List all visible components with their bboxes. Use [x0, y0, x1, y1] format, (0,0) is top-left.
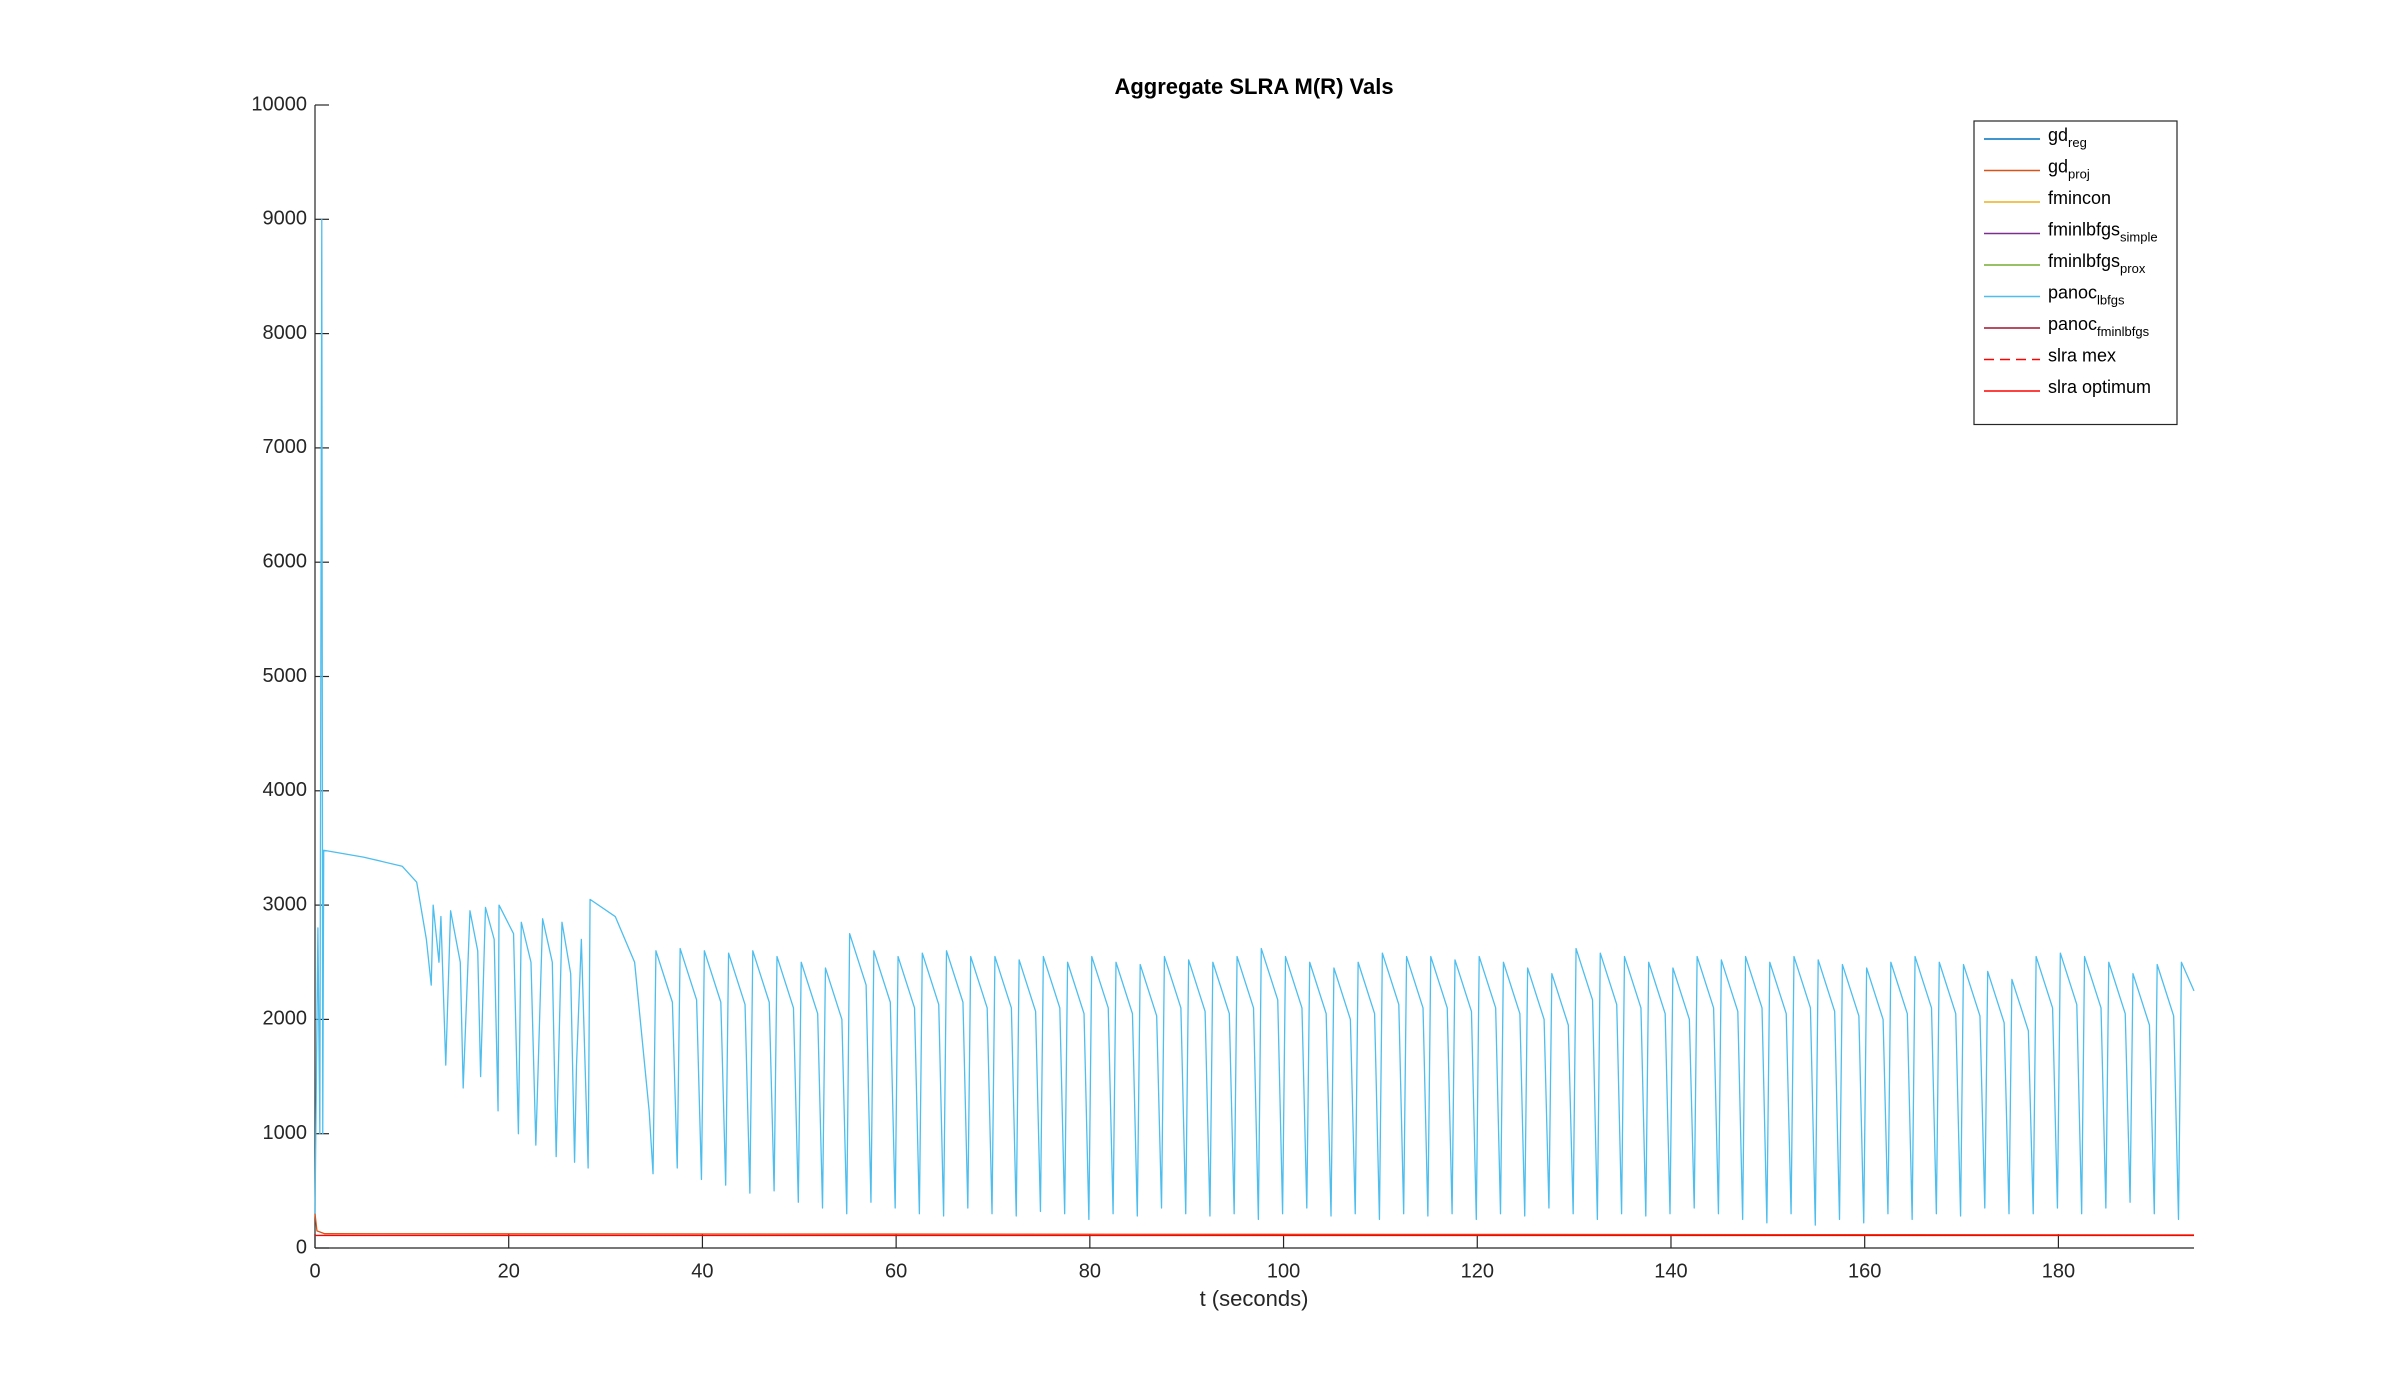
legend-box	[1973, 120, 2178, 426]
legend-label: fminlbfgssimple	[2048, 219, 2158, 245]
legend-label: panocfminlbfgs	[2048, 314, 2150, 340]
legend-label: slra mex	[2048, 345, 2116, 365]
y-tick-label: 2000	[263, 1008, 308, 1030]
chart-title: Aggregate SLRA M(R) Vals	[1114, 74, 1393, 99]
legend-subscript: proj	[2068, 167, 2090, 182]
x-tick-label: 180	[2042, 1260, 2075, 1282]
x-tick-label: 20	[498, 1260, 520, 1282]
x-tick-label: 80	[1079, 1260, 1101, 1282]
x-tick-label: 140	[1654, 1260, 1687, 1282]
legend-subscript: fminlbfgs	[2097, 324, 2150, 339]
y-tick-label: 6000	[263, 550, 308, 572]
x-tick-label: 120	[1461, 1260, 1494, 1282]
legend-subscript: prox	[2120, 261, 2146, 276]
legend-subscript: simple	[2120, 230, 2158, 245]
legend-label: fminlbfgsprox	[2048, 251, 2146, 277]
y-tick-label: 4000	[263, 779, 308, 801]
legend-subscript: lbfgs	[2097, 293, 2125, 308]
y-tick-label: 8000	[263, 322, 308, 344]
legend-name: fminlbfgs	[2048, 251, 2120, 271]
series-line	[314, 1213, 2195, 1236]
legend-subscript: reg	[2068, 135, 2087, 150]
y-tick-label: 9000	[263, 208, 308, 230]
legend-name: panoc	[2048, 314, 2097, 334]
legend: gdreggdprojfminconfminlbfgssimplefminlbf…	[1973, 120, 2178, 426]
legend-label: slra optimum	[2048, 377, 2151, 397]
legend-name: gd	[2048, 156, 2068, 176]
x-axis-label: t (seconds)	[1200, 1286, 1309, 1311]
legend-name: panoc	[2048, 282, 2097, 302]
legend-name: fminlbfgs	[2048, 219, 2120, 239]
x-tick-label: 40	[691, 1260, 713, 1282]
legend-name: fmincon	[2048, 188, 2111, 208]
y-tick-label: 0	[296, 1236, 307, 1258]
x-tick-label: 60	[885, 1260, 907, 1282]
legend-label: gdreg	[2048, 125, 2087, 151]
x-tick-label: 160	[1848, 1260, 1881, 1282]
y-tick-label: 3000	[263, 893, 308, 915]
legend-label: fmincon	[2048, 188, 2111, 208]
y-tick-label: 1000	[263, 1122, 308, 1144]
series-line	[314, 218, 2195, 1226]
y-tick-label: 5000	[263, 665, 308, 687]
legend-name: slra optimum	[2048, 377, 2151, 397]
x-tick-label: 0	[309, 1260, 320, 1282]
y-tick-label: 7000	[263, 436, 308, 458]
legend-name: gd	[2048, 125, 2068, 145]
legend-name: slra mex	[2048, 345, 2116, 365]
y-tick-label: 10000	[251, 93, 307, 115]
x-tick-label: 100	[1267, 1260, 1300, 1282]
legend-label: gdproj	[2048, 156, 2090, 182]
legend-label: panoclbfgs	[2048, 282, 2125, 308]
